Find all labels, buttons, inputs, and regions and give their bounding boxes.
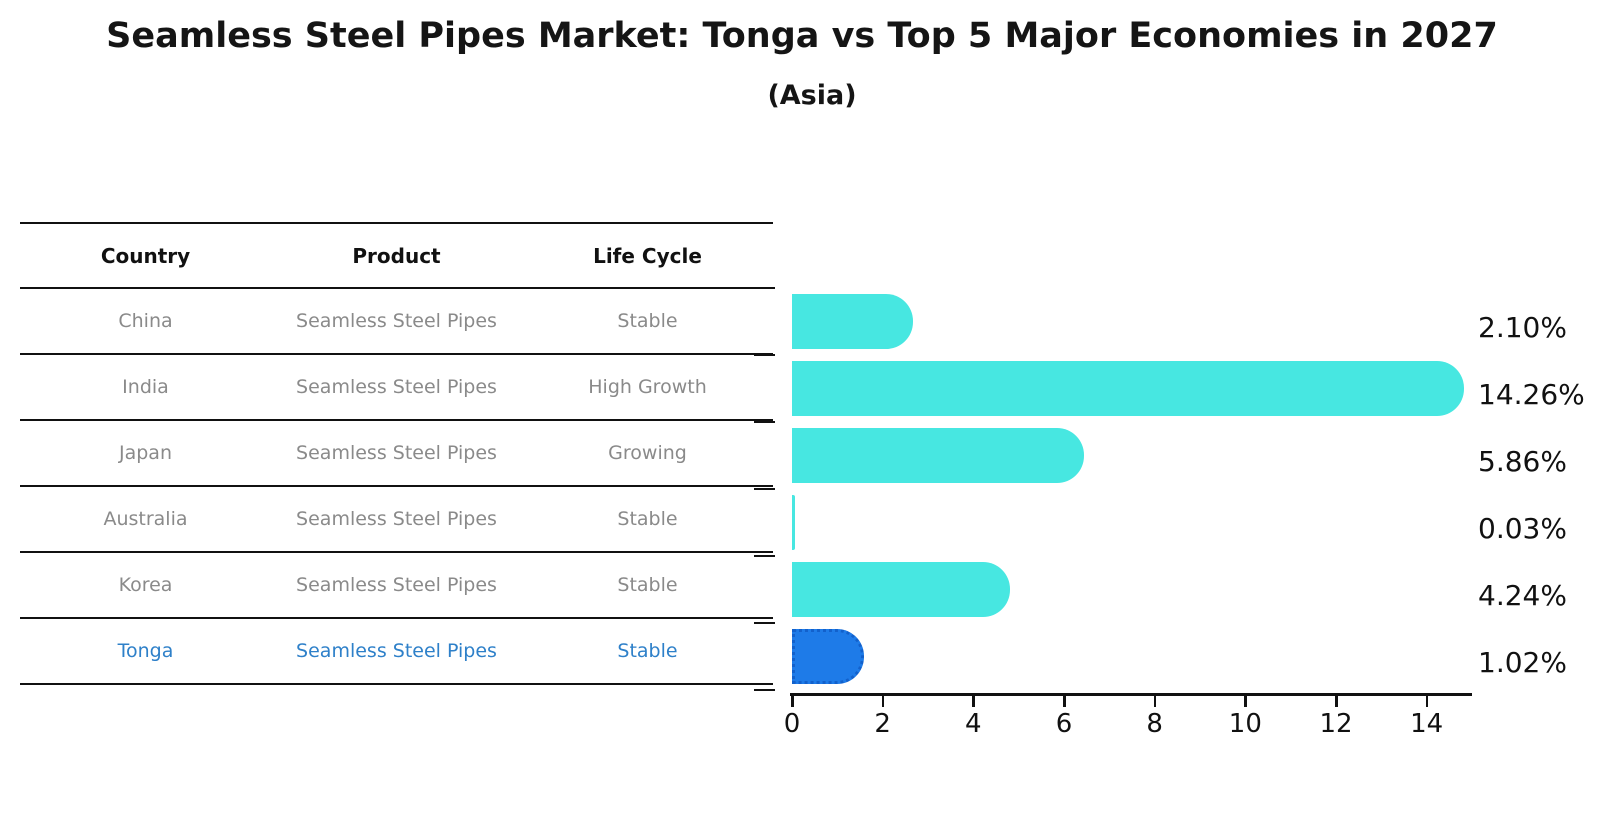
x-axis-tick (1244, 696, 1247, 707)
x-axis-tick (1063, 696, 1066, 707)
y-axis-tick (754, 487, 775, 490)
x-axis-tick-label: 6 (1055, 709, 1073, 739)
x-axis-tick (881, 696, 885, 707)
x-axis (790, 693, 1472, 696)
product-cell: Seamless Steel Pipes (271, 552, 522, 619)
life-cycle-cell: Stable (522, 486, 773, 553)
y-axis-tick (754, 420, 775, 423)
x-axis-tick-label: 14 (1410, 709, 1444, 739)
x-axis-tick-label: 0 (783, 709, 801, 739)
bar-value-label-china: 2.10% (1478, 310, 1567, 344)
x-axis-tick (1335, 696, 1338, 707)
bar-india (792, 361, 1465, 416)
life-cycle-cell: Stable (522, 552, 773, 619)
table-row: Korea Seamless Steel Pipes Stable (20, 552, 773, 619)
bar-value-label-japan: 5.86% (1478, 444, 1567, 478)
y-axis-tick (754, 353, 775, 356)
table-row: India Seamless Steel Pipes High Growth (20, 354, 773, 421)
y-axis-tick (754, 688, 775, 691)
table-header-row: Country Product Life Cycle (20, 223, 773, 289)
country-cell: India (20, 354, 271, 421)
product-cell: Seamless Steel Pipes (271, 354, 522, 421)
life-cycle-cell: Growing (522, 420, 773, 487)
column-header-country: Country (20, 223, 271, 289)
country-cell: Korea (20, 552, 271, 619)
life-cycle-cell: High Growth (522, 354, 773, 421)
country-cell: Tonga (20, 618, 271, 685)
bar-value-label-korea: 4.24% (1478, 578, 1567, 612)
bar-korea (792, 562, 1011, 617)
table-row: Tonga Seamless Steel Pipes Stable (20, 618, 773, 685)
x-axis-tick-label: 8 (1146, 709, 1163, 739)
x-axis-tick (972, 696, 975, 707)
bar-china (792, 294, 914, 349)
x-axis-tick (1153, 696, 1157, 707)
life-cycle-cell: Stable (522, 618, 773, 685)
table-row: Australia Seamless Steel Pipes Stable (20, 486, 773, 553)
y-axis-tick (754, 621, 775, 624)
table-row: Japan Seamless Steel Pipes Growing (20, 420, 773, 487)
y-axis-tick (754, 286, 775, 289)
x-axis-tick (1425, 696, 1429, 707)
bar-value-label-tonga: 1.02% (1478, 645, 1567, 679)
country-cell: Australia (20, 486, 271, 553)
bar-tonga (792, 629, 865, 684)
column-header-life-cycle: Life Cycle (522, 223, 773, 289)
x-axis-tick-label: 12 (1319, 709, 1353, 739)
x-axis-tick-label: 4 (965, 709, 982, 739)
bar-australia (792, 495, 795, 550)
page-title: Seamless Steel Pipes Market: Tonga vs To… (106, 16, 1498, 56)
life-cycle-cell: Stable (522, 288, 773, 355)
column-header-product: Product (271, 223, 522, 289)
bar-value-label-australia: 0.03% (1478, 511, 1567, 545)
x-axis-tick-label: 10 (1228, 709, 1262, 739)
country-table: Country Product Life Cycle China Seamles… (20, 222, 773, 685)
country-cell: Japan (20, 420, 271, 487)
country-cell: China (20, 288, 271, 355)
page-subtitle: (Asia) (767, 80, 857, 111)
y-axis-tick (754, 554, 775, 557)
product-cell: Seamless Steel Pipes (271, 288, 522, 355)
product-cell: Seamless Steel Pipes (271, 618, 522, 685)
table-row: China Seamless Steel Pipes Stable (20, 288, 773, 355)
x-axis-tick-label: 2 (874, 709, 891, 739)
x-axis-tick (791, 696, 794, 707)
bar-value-label-india: 14.26% (1478, 377, 1585, 411)
product-cell: Seamless Steel Pipes (271, 420, 522, 487)
product-cell: Seamless Steel Pipes (271, 486, 522, 553)
bar-japan (792, 428, 1084, 483)
